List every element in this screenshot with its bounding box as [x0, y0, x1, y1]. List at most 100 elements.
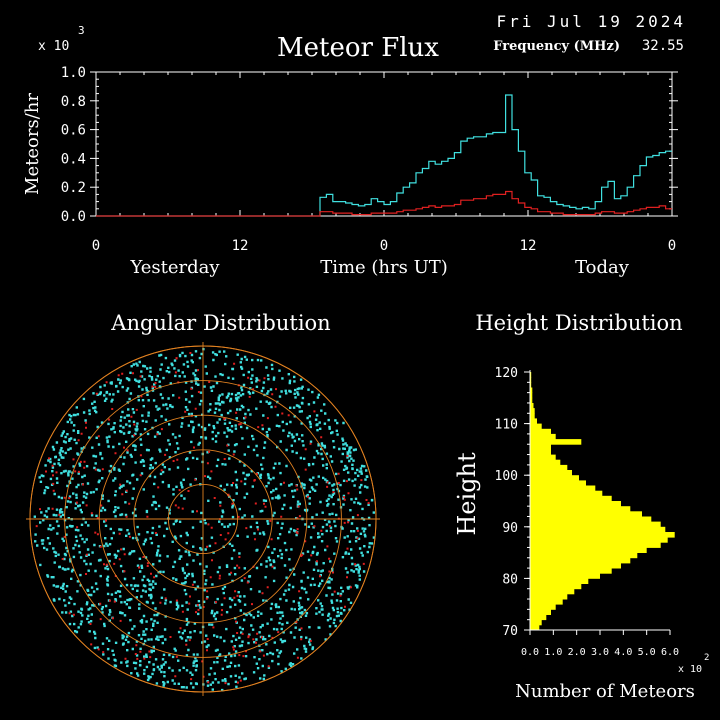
exponent-power: 3: [78, 24, 85, 37]
flux-x-tick-label: 0: [92, 238, 100, 254]
height-bar: [530, 397, 533, 404]
height-bar: [530, 470, 572, 476]
height-bar: [530, 377, 532, 383]
flux-y-tick-label: 0.4: [61, 151, 86, 167]
frequency-value: 32.55: [642, 38, 684, 54]
height-axes: 120 110 100 90 80 700.0 1.0 2.0 3.0 4.0 5.0 6.0: [495, 366, 680, 658]
height-bar: [530, 408, 535, 414]
height-x-tick-label: 4.0: [614, 647, 632, 658]
height-y-tick-label: 100: [495, 469, 518, 484]
height-y-tick-label: 70: [502, 624, 518, 639]
height-bar: [530, 521, 661, 528]
flux-x-tick-label: 0: [380, 238, 388, 254]
flux-xlabel: Time (hrs UT): [320, 257, 448, 278]
height-bar: [530, 459, 561, 466]
height-bar: [530, 428, 551, 435]
exponent-prefix: x 10: [38, 39, 69, 54]
height-bar: [530, 372, 532, 378]
flux-y-tick-label: 0.0: [61, 209, 86, 225]
height-bars-group: [530, 372, 675, 631]
height-bar: [530, 506, 631, 512]
angular-chart: Angular Distribution: [26, 311, 380, 696]
height-bar: [530, 485, 596, 492]
height-x-tick-label: 6.0: [661, 647, 679, 658]
height-bar: [530, 454, 556, 461]
height-bar: [530, 619, 542, 626]
flux-x-tick-label: 0: [668, 238, 676, 254]
height-bar: [530, 495, 612, 502]
height-x-exponent-prefix: x 10: [678, 664, 702, 675]
flux-y-tick-label: 0.8: [61, 94, 86, 110]
height-bar: [530, 511, 642, 517]
height-chart: Height Distribution 120 110 100 90 80 700.0 1.…: [453, 311, 709, 702]
height-bar: [530, 475, 579, 481]
flux-x-tick-label: 12: [232, 238, 249, 254]
height-bar: [530, 578, 589, 584]
height-x-tick-label: 1.0: [544, 647, 562, 658]
height-bar: [530, 403, 534, 409]
day-label-yesterday: Yesterday: [129, 257, 220, 278]
flux-title: Meteor Flux: [277, 33, 439, 63]
angular-grid: [26, 342, 380, 696]
flux-y-tick-label: 0.2: [61, 180, 86, 196]
height-y-tick-label: 120: [495, 366, 518, 381]
angular-points-cyan: [33, 348, 376, 692]
height-bar: [530, 480, 586, 486]
height-bar: [530, 573, 600, 579]
height-y-tick-label: 80: [502, 572, 518, 587]
flux-y-axis: 0.0 0.2 0.4 0.6 0.8 1.0: [61, 65, 678, 225]
flux-ylabel: Meteors/hr: [22, 93, 43, 195]
flux-y-tick-label: 0.6: [61, 123, 86, 139]
height-bar: [530, 547, 647, 553]
height-bar: [530, 490, 603, 497]
height-x-tick-label: 3.0: [591, 647, 609, 658]
flux-series-line-1: [96, 94, 672, 217]
date-label: Fri Jul 19 2024: [497, 12, 687, 31]
height-bar: [530, 433, 556, 440]
day-label-today: Today: [575, 257, 630, 278]
height-bar: [530, 562, 621, 569]
height-bar: [530, 609, 551, 615]
height-ylabel: Height: [453, 452, 481, 536]
flux-y-tick-label: 1.0: [61, 65, 86, 81]
height-bar: [530, 387, 533, 394]
height-y-tick-label: 90: [502, 521, 518, 536]
height-bar: [530, 449, 551, 455]
height-bar: [530, 423, 542, 430]
flux-series-line-2: [96, 190, 672, 217]
height-bar: [530, 382, 532, 388]
height-x-exponent-power: 2: [704, 653, 709, 663]
height-bar: [530, 604, 556, 610]
height-bar: [530, 501, 621, 507]
height-bar: [530, 537, 668, 543]
angular-title: Angular Distribution: [110, 311, 330, 335]
flux-x-tick-label: 12: [520, 238, 537, 254]
height-bar: [530, 568, 612, 574]
height-bar: [530, 593, 568, 600]
height-x-tick-label: 5.0: [638, 647, 656, 658]
height-bar: [530, 599, 563, 605]
height-bar: [530, 552, 638, 559]
height-bar: [530, 526, 666, 533]
flux-x-axis: 0 12 0 12 0: [92, 72, 676, 254]
height-x-tick-label: 0.0: [521, 647, 539, 658]
height-bar: [530, 532, 675, 538]
height-bar: [530, 516, 652, 523]
frequency-label: Frequency (MHz): [493, 39, 620, 54]
flux-plot-frame: [95, 71, 673, 217]
flux-chart: 0.0 0.2 0.4 0.6 0.8 1.0 0 12 0 12 0 Meteors/hr Ti…: [22, 65, 678, 278]
height-bar: [530, 439, 582, 445]
height-xlabel: Number of Meteors: [515, 681, 695, 702]
height-bar: [530, 464, 568, 471]
height-bar: [530, 413, 535, 419]
height-bar: [530, 583, 582, 590]
height-bar: [530, 557, 631, 564]
height-bar: [530, 614, 547, 621]
height-bar: [530, 418, 537, 424]
height-title: Height Distribution: [475, 311, 682, 335]
height-x-tick-label: 2.0: [568, 647, 586, 658]
height-bar: [530, 624, 540, 631]
height-bar: [530, 392, 533, 399]
height-y-tick-label: 110: [495, 418, 518, 433]
